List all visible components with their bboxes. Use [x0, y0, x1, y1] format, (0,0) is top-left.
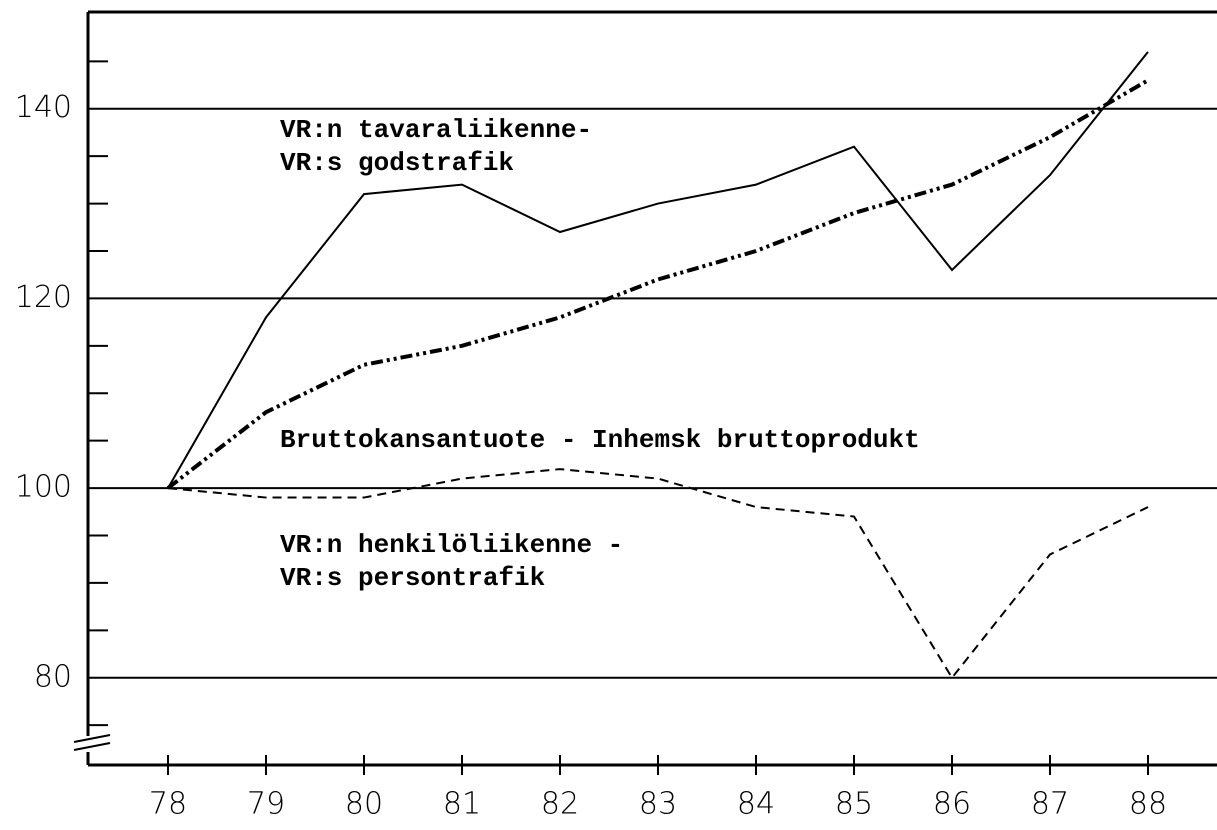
y-tick-label: 80	[34, 659, 72, 694]
series-label: VR:n henkilöliikenne -	[280, 530, 623, 560]
x-tick-label: 80	[345, 787, 383, 822]
x-tick-label: 86	[933, 787, 971, 822]
y-tick-label: 120	[15, 280, 72, 315]
series-label: VR:s godstrafik	[280, 148, 514, 178]
series-line	[167, 51, 1149, 489]
x-tick-label: 82	[541, 787, 579, 822]
axis-break	[73, 734, 111, 743]
axis-break	[73, 742, 111, 751]
x-tick-label: 81	[443, 787, 481, 822]
x-tick-label: 84	[737, 787, 775, 822]
series-label: Bruttokansantuote - Inhemsk bruttoproduk…	[280, 425, 920, 455]
x-tick-label: 87	[1031, 787, 1069, 822]
x-tick-label: 85	[835, 787, 873, 822]
series-line	[167, 468, 1149, 680]
series-label: VR:n tavaraliikenne-	[280, 115, 592, 145]
series-line	[166, 78, 1150, 490]
x-tick-label: 79	[247, 787, 285, 822]
x-tick-label: 78	[149, 787, 187, 822]
series-label: VR:s persontrafik	[280, 563, 545, 593]
x-tick-label: 83	[639, 787, 677, 822]
y-tick-label: 100	[15, 470, 72, 505]
x-tick-label: 88	[1129, 787, 1167, 822]
y-tick-label: 140	[15, 90, 72, 125]
